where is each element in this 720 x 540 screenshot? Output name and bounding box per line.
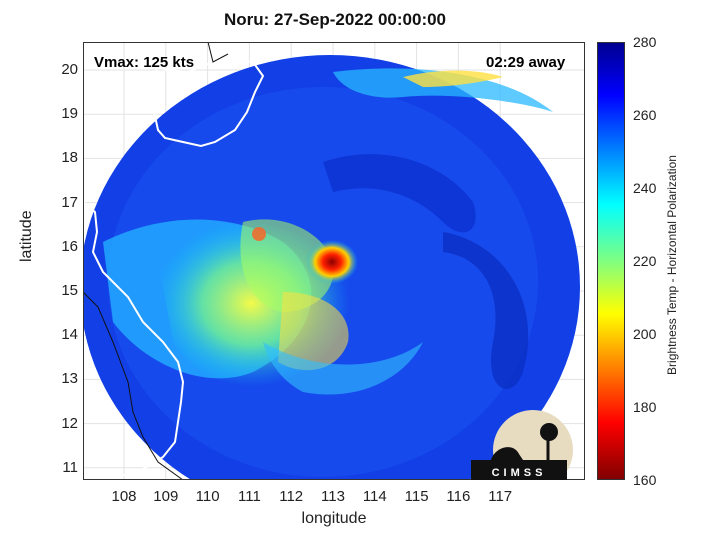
microwave-map: CIMSS [83,42,585,480]
y-tick-18: 18 [61,149,78,167]
x-tick-117: 117 [488,488,513,505]
x-tick-111: 111 [237,488,261,505]
y-tick-19: 19 [61,105,78,123]
colorbar-tick-160: 160 [633,472,657,488]
y-tick-11: 11 [62,458,78,476]
y-tick-13: 13 [61,370,78,388]
x-tick-108: 108 [111,488,137,505]
colorbar-tick-180: 180 [633,399,657,415]
x-axis-label: longitude [301,510,367,527]
x-tick-109: 109 [153,488,179,505]
y-tick-14: 14 [61,326,78,344]
x-tick-113: 113 [321,488,345,505]
map-title: Noru: 27-Sep-2022 00:00:00 [223,10,447,29]
colorbar-label: Brightness Temp - Horizontal Polarizatio… [665,155,679,375]
x-tick-115: 115 [404,488,429,505]
y-tick-15: 15 [61,282,78,299]
plot-frame [83,42,585,480]
y-tick-20: 20 [61,61,78,78]
time-label: 02:29 away [486,54,566,71]
vmax-label: Vmax: 125 kts [94,54,195,71]
colorbar-tick-200: 200 [633,326,657,342]
colorbar-tick-260: 260 [633,107,657,123]
x-tick-114: 114 [362,488,387,505]
outer-coastline [83,42,229,480]
colorbar-tick-240: 240 [633,180,657,196]
swath [83,55,580,480]
x-tick-116: 116 [446,488,471,505]
colorbar [597,42,625,480]
colorbar-tick-280: 280 [633,34,657,50]
y-tick-12: 12 [61,414,78,432]
y-tick-16: 16 [61,237,78,255]
cimss-logo: CIMSS [471,410,573,480]
x-tick-110: 110 [195,488,220,505]
colorbar-tick-220: 220 [633,253,657,269]
y-axis-label: latitude [18,210,35,262]
coastline [83,58,265,480]
x-tick-112: 112 [279,488,304,505]
y-tick-17: 17 [61,193,78,211]
logo-text: CIMSS [492,467,547,479]
